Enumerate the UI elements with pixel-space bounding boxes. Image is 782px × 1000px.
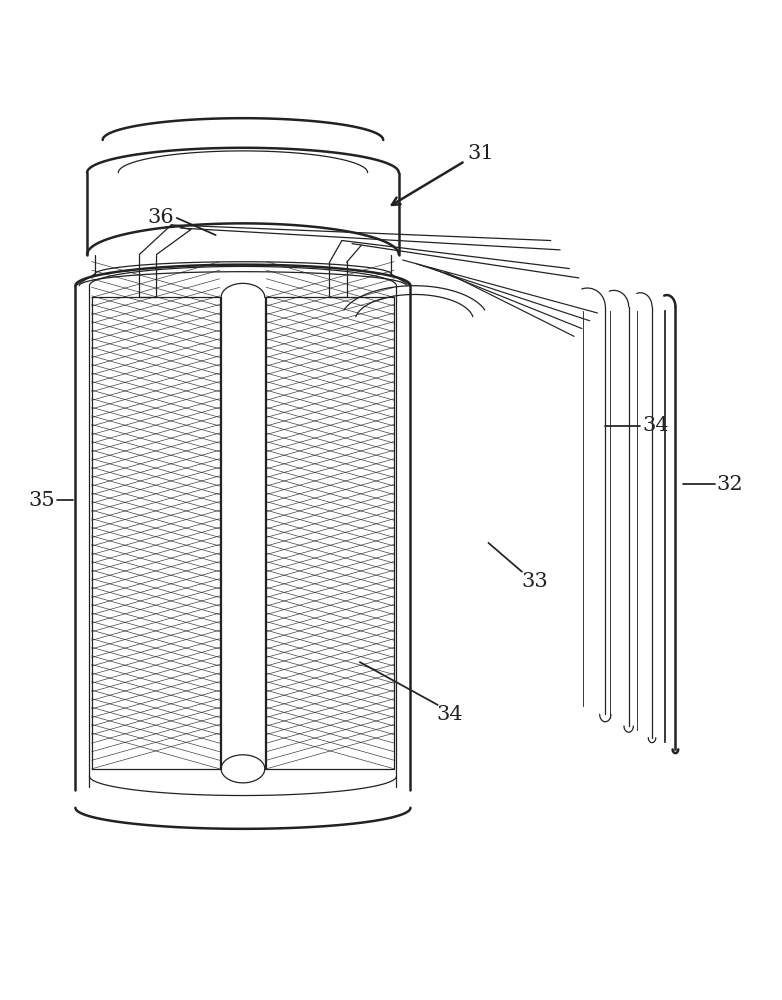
Text: 35: 35 xyxy=(29,491,56,510)
Text: 34: 34 xyxy=(436,705,463,724)
Text: 36: 36 xyxy=(148,208,174,227)
Text: 31: 31 xyxy=(467,144,494,163)
Text: 34: 34 xyxy=(643,416,669,435)
Text: 33: 33 xyxy=(522,572,548,591)
Text: 32: 32 xyxy=(716,475,743,494)
